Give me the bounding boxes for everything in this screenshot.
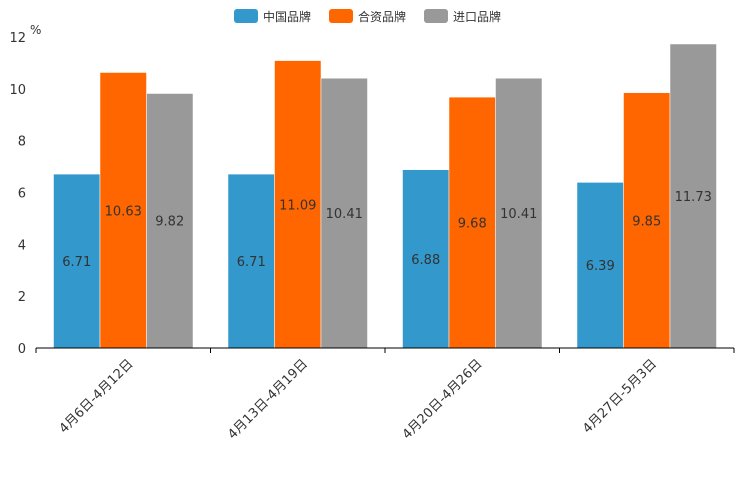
data-label: 11.09 [279,198,316,213]
data-label: 6.39 [586,259,615,274]
y-tick-label: 10 [9,83,26,98]
x-axis: 4月6日-4月12日 4月13日-4月19日 4月20日-4月26日 4月27日-5月… [35,348,735,443]
data-label: 10.63 [105,204,142,219]
data-label: 9.82 [155,215,184,230]
y-tick-label: 4 [18,238,26,253]
data-label: 6.88 [411,253,440,268]
bar [99,72,147,349]
legend: 中国品牌 合资品牌 进口品牌 [234,9,501,24]
legend-label: 中国品牌 [263,9,311,24]
data-labels: 6.71 10.63 9.82 6.71 11.09 10.41 6.88 9.68 10.41… [62,190,712,274]
y-axis-unit-label: % [30,23,41,37]
bars [53,43,717,349]
legend-swatch [234,9,258,23]
bar [320,77,368,349]
y-tick-label: 6 [18,187,26,202]
bar [669,43,717,349]
x-category-label: 4月20日-4月26日 [400,357,486,443]
legend-swatch [329,9,353,23]
y-tick-label: 12 [9,31,26,46]
legend-label: 进口品牌 [453,10,501,24]
bar [53,173,101,349]
data-label: 6.71 [62,255,91,270]
data-label: 9.85 [632,214,661,229]
bar [274,60,322,349]
data-label: 10.41 [326,207,363,222]
data-label: 11.73 [675,190,712,205]
bar [146,93,194,349]
bar [576,182,624,349]
y-tick-label: 8 [18,135,26,150]
legend-label: 合资品牌 [358,9,406,24]
legend-swatch [424,9,448,23]
data-label: 6.71 [237,255,266,270]
bar [227,173,275,349]
bar [448,96,496,349]
y-axis: 0 2 4 6 8 10 12 [9,31,26,357]
y-tick-label: 2 [18,290,26,305]
x-category-label: 4月6日-4月12日 [57,357,137,437]
x-category-label: 4月27日-5月3日 [580,357,660,437]
bar [402,169,450,349]
y-tick-label: 0 [18,342,26,357]
data-label: 10.41 [500,207,537,222]
data-label: 9.68 [458,217,487,232]
x-category-label: 4月13日-4月19日 [225,357,311,443]
